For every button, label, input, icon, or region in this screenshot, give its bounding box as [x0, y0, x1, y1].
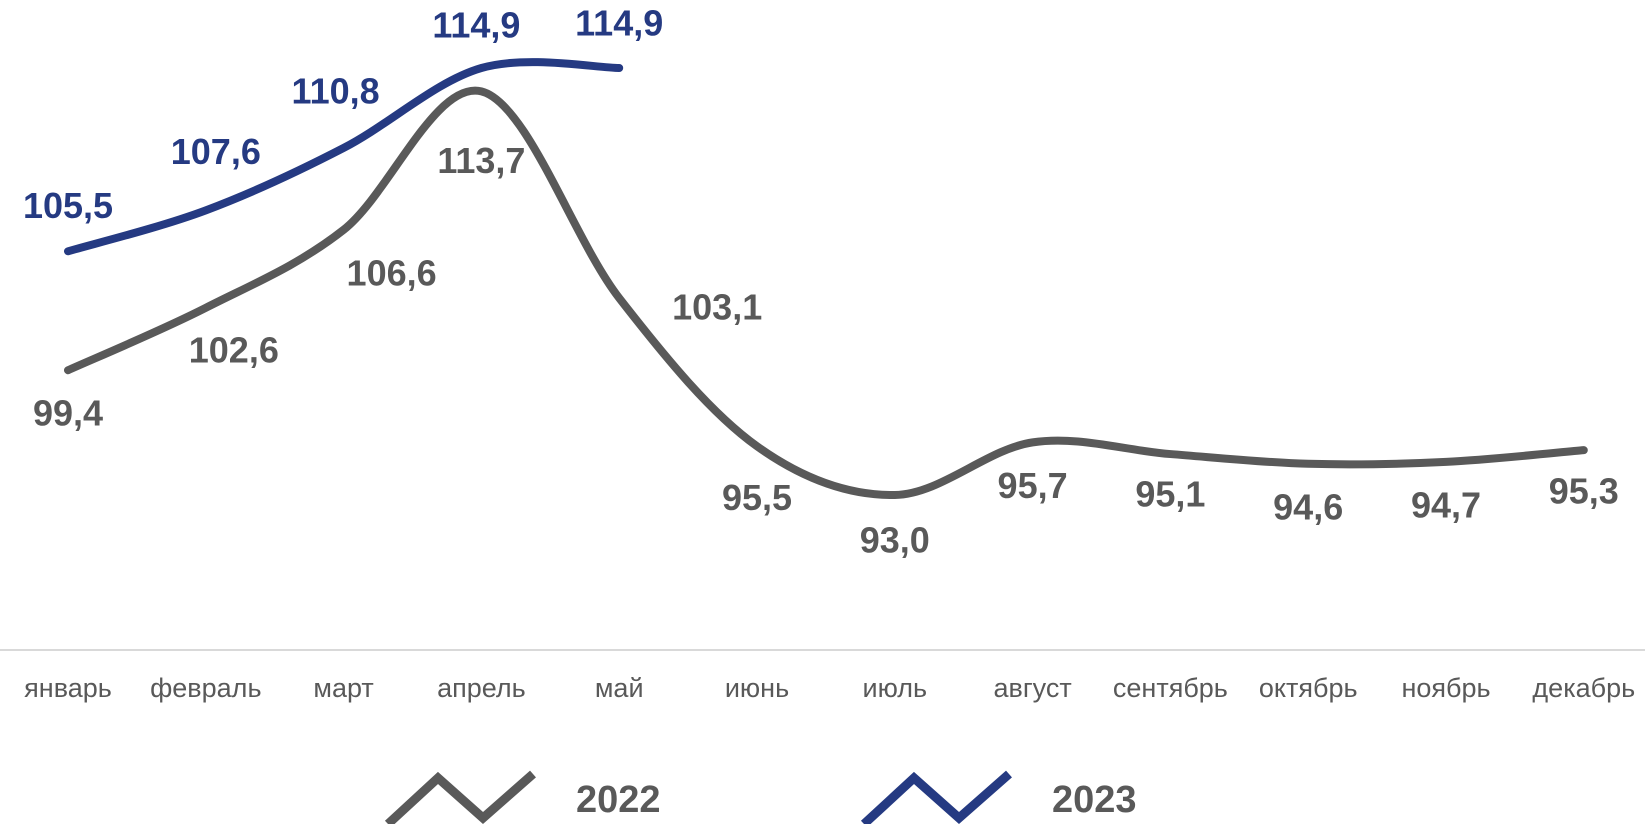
data-label: 94,7 [1411, 484, 1481, 525]
data-label: 95,1 [1135, 474, 1205, 515]
x-tick-label: апрель [437, 673, 526, 703]
x-tick-label: август [993, 673, 1071, 703]
data-label: 95,7 [998, 465, 1068, 506]
legend-swatch [384, 770, 536, 824]
data-label: 94,6 [1273, 486, 1343, 527]
data-label: 99,4 [33, 393, 103, 434]
data-label: 105,5 [23, 185, 113, 226]
data-label: 113,7 [437, 140, 525, 181]
x-tick-label: январь [24, 673, 112, 703]
series-line [64, 58, 624, 256]
x-tick-label: февраль [150, 673, 261, 703]
data-label: 93,0 [860, 520, 930, 561]
x-tick-label: июль [863, 673, 928, 703]
data-label: 106,6 [347, 252, 437, 293]
x-tick-label: май [595, 673, 644, 703]
x-tick-label: октябрь [1259, 673, 1358, 703]
data-label: 103,1 [672, 287, 762, 328]
x-tick-label: июнь [725, 673, 789, 703]
data-label: 102,6 [189, 329, 279, 370]
data-label: 110,8 [292, 70, 380, 111]
series-line [64, 86, 1588, 500]
data-label: 95,3 [1549, 471, 1619, 512]
x-tick-label: декабрь [1532, 673, 1635, 703]
data-label: 114,9 [575, 3, 663, 44]
x-tick-label: ноябрь [1401, 673, 1490, 703]
data-label: 95,5 [722, 477, 792, 518]
x-tick-label: сентябрь [1113, 673, 1228, 703]
legend-label: 2023 [1052, 779, 1137, 821]
legend-label: 2022 [576, 779, 661, 821]
data-label: 114,9 [432, 5, 520, 46]
data-label: 107,6 [171, 131, 261, 172]
legend-swatch [860, 770, 1012, 824]
x-tick-label: март [313, 673, 373, 703]
